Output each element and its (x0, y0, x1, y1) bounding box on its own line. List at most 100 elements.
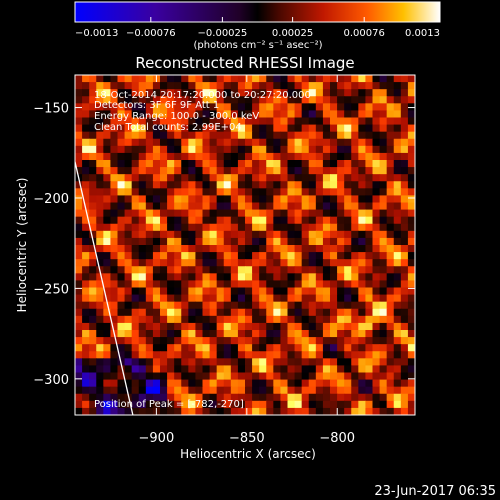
heatmap-cell (266, 117, 274, 126)
heatmap-cell (195, 96, 204, 104)
heatmap-cell (131, 89, 140, 97)
heatmap-cell (89, 266, 97, 274)
heatmap-cell (89, 152, 97, 161)
heatmap-cell (152, 237, 161, 246)
heatmap-cell (337, 230, 345, 239)
heatmap-cell (351, 124, 359, 133)
heatmap-cell (124, 301, 133, 310)
heatmap-cell (407, 230, 415, 239)
heatmap-cell (365, 344, 374, 352)
heatmap-cell (188, 195, 197, 204)
heatmap-cell (181, 174, 189, 182)
heatmap-cell (82, 96, 90, 104)
heatmap-cell (245, 245, 253, 253)
heatmap-cell (379, 358, 388, 367)
heatmap-cell (294, 152, 303, 161)
heatmap-cell (259, 287, 267, 296)
heatmap-cell (266, 209, 274, 218)
heatmap-cell (407, 167, 415, 175)
heatmap-cell (230, 245, 239, 253)
heatmap-cell (188, 216, 197, 225)
heatmap-cell (89, 75, 97, 83)
heatmap-cell (322, 259, 331, 267)
heatmap-cell (82, 337, 90, 345)
heatmap-cell (216, 379, 225, 388)
heatmap-cell (237, 117, 246, 126)
heatmap-cell (365, 400, 374, 409)
heatmap-cell (245, 322, 253, 331)
heatmap-cell (96, 202, 104, 211)
heatmap-cell (103, 308, 112, 317)
heatmap-cell (386, 330, 395, 338)
heatmap-cell (287, 280, 296, 289)
heatmap-cell (322, 266, 331, 274)
heatmap-cell (167, 237, 175, 246)
heatmap-cell (294, 365, 303, 374)
heatmap-cell (160, 308, 168, 317)
heatmap-cell (230, 330, 239, 338)
heatmap-cell (273, 294, 282, 303)
heatmap-cell (322, 188, 331, 197)
heatmap-cell (160, 259, 168, 267)
heatmap-cell (344, 131, 352, 140)
heatmap-cell (245, 315, 253, 324)
heatmap-cell (82, 386, 90, 395)
heatmap-cell (216, 308, 225, 317)
heatmap-cell (351, 330, 359, 338)
heatmap-cell (393, 96, 402, 104)
heatmap-cell (308, 287, 317, 296)
heatmap-cell (330, 407, 338, 415)
heatmap-cell (181, 138, 189, 147)
heatmap-cell (103, 202, 112, 211)
heatmap-cell (245, 152, 253, 161)
footer-date: 23-Jun-2017 06:35 (374, 484, 496, 499)
heatmap-cell (195, 223, 204, 232)
heatmap-cell (266, 160, 274, 168)
heatmap-cell (145, 379, 154, 388)
heatmap-cell (216, 223, 225, 232)
heatmap-cell (181, 337, 189, 345)
heatmap-cell (400, 259, 409, 267)
heatmap-cell (393, 337, 402, 345)
heatmap-cell (330, 259, 338, 267)
annotation-time: 18-Oct-2014 20:17:20.000 to 20:27:20.000 (94, 90, 311, 101)
heatmap-cell (138, 386, 147, 395)
heatmap-cell (407, 386, 415, 395)
heatmap-cell (358, 188, 367, 197)
heatmap-cell (160, 266, 168, 274)
heatmap-cell (393, 82, 402, 90)
heatmap-cell (386, 223, 395, 232)
heatmap-cell (209, 209, 218, 218)
heatmap-cell (245, 259, 253, 267)
heatmap-cell (223, 301, 232, 310)
heatmap-cell (280, 294, 289, 303)
heatmap-cell (174, 152, 182, 161)
heatmap-cell (216, 103, 225, 112)
heatmap-cell (103, 131, 112, 140)
heatmap-cell (393, 174, 402, 182)
heatmap-cell (124, 209, 133, 218)
heatmap-cell (117, 393, 126, 402)
heatmap-cell (202, 96, 211, 104)
heatmap-cell (188, 322, 197, 331)
heatmap-cell (160, 216, 168, 225)
heatmap-cell (181, 216, 189, 225)
heatmap-cell (138, 124, 147, 133)
heatmap-cell (330, 145, 338, 154)
heatmap-cell (372, 315, 381, 324)
annotation-clean: Clean Total counts: 2.99E+04 (94, 122, 242, 133)
heatmap-cell (365, 330, 374, 338)
heatmap-cell (259, 358, 267, 367)
heatmap-cell (181, 110, 189, 119)
heatmap-cell (259, 315, 267, 324)
heatmap-cell (386, 117, 395, 126)
heatmap-cell (75, 372, 83, 381)
heatmap-cell (181, 152, 189, 161)
heatmap-cell (245, 294, 253, 303)
heatmap-cell (89, 230, 97, 239)
heatmap-cell (372, 379, 381, 388)
heatmap-cell (181, 400, 189, 409)
heatmap-cell (379, 188, 388, 197)
heatmap-cell (351, 145, 359, 154)
heatmap-cell (259, 223, 267, 232)
